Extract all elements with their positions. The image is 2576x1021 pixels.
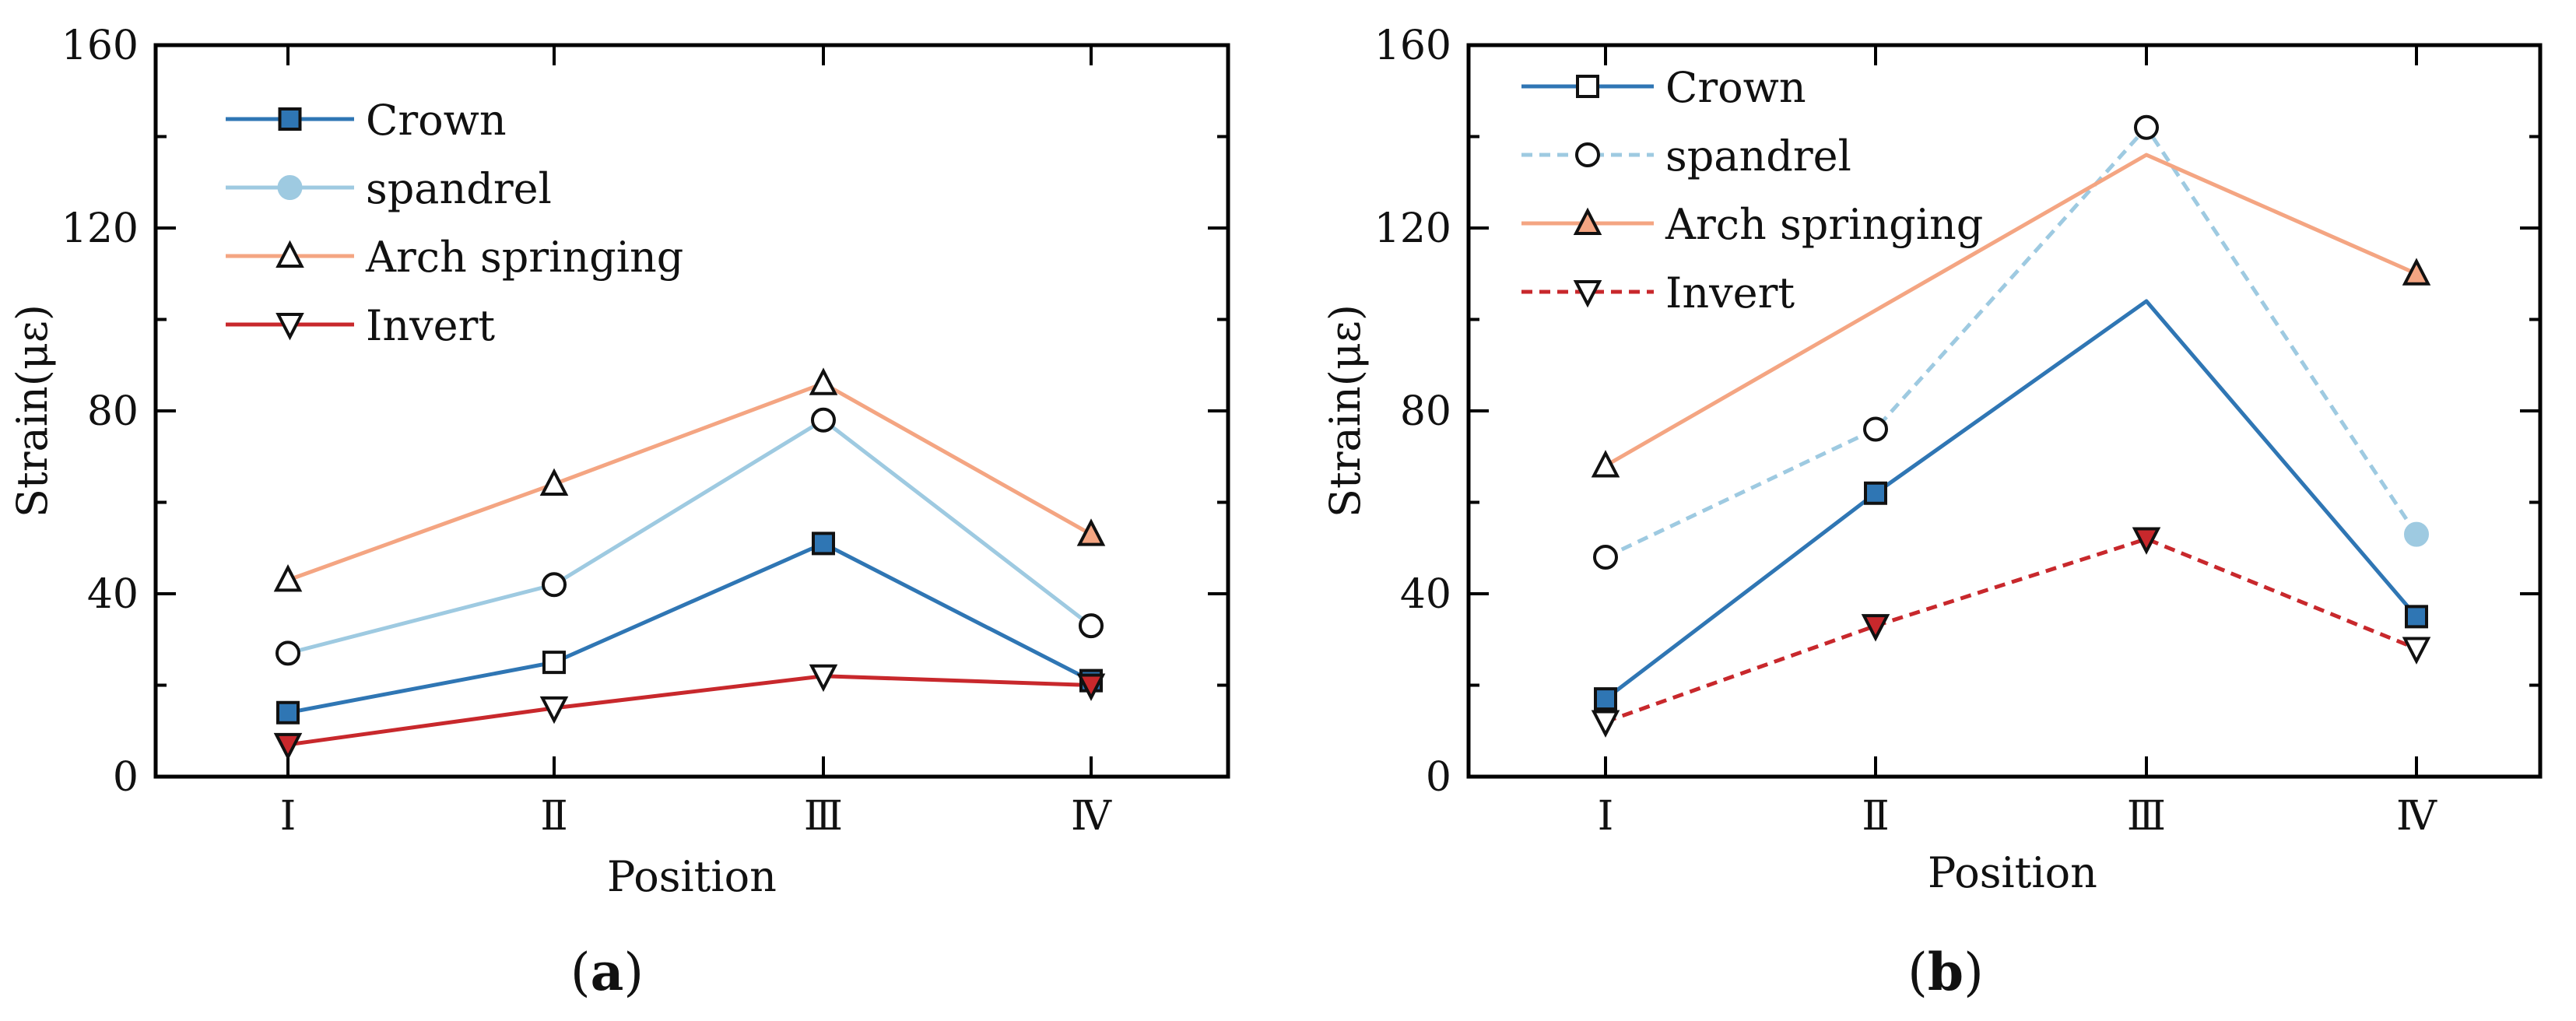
y-axis-title-a: Strain(με) <box>8 304 57 518</box>
x-tick-labels-b: Ⅰ Ⅱ Ⅲ Ⅳ <box>1598 793 2437 840</box>
data-point-invert <box>2402 637 2431 665</box>
data-point-arch-springing <box>809 367 838 395</box>
data-point-invert <box>273 732 303 761</box>
x-tick-label: Ⅲ <box>2127 793 2166 840</box>
y-tick-label: 40 <box>1400 571 1451 618</box>
legend-a: Crown spandrel Arch springing Invert <box>226 96 683 350</box>
data-markers-b <box>1591 114 2431 738</box>
legend-marker <box>1576 75 1599 98</box>
data-point-arch-springing <box>2402 258 2431 286</box>
data-point-spandrel <box>542 572 567 598</box>
y-tick-label: 0 <box>1426 754 1451 801</box>
series-line-crown <box>287 541 1093 715</box>
data-point-spandrel <box>2404 521 2429 547</box>
legend-marker <box>277 175 303 200</box>
series-line-spandrel <box>1604 125 2419 560</box>
data-point-invert <box>539 696 569 725</box>
x-tick-label: Ⅱ <box>540 793 567 840</box>
legend-marker <box>1573 280 1602 308</box>
y-tick-labels-b: 0 40 80 120 160 <box>1374 23 1451 801</box>
y-axis-title-b: Strain(με) <box>1321 304 1370 518</box>
data-point-crown <box>2405 605 2428 629</box>
panel-label-b: b <box>1928 942 1964 1002</box>
data-point-invert <box>2132 527 2161 555</box>
y-tick-label: 160 <box>1374 23 1451 69</box>
data-point-arch-springing <box>1076 518 1106 546</box>
x-tick-label: Ⅳ <box>1071 793 1112 840</box>
legend-marker <box>1575 142 1600 167</box>
x-tick-label: Ⅳ <box>2396 793 2437 840</box>
y-tick-label: 120 <box>61 205 139 252</box>
panel-b: 0 40 80 120 160 Ⅰ Ⅱ Ⅲ Ⅳ Crown spandrel Arch sprin… <box>1321 23 2543 1002</box>
legend-marker <box>275 313 304 341</box>
data-point-crown <box>276 700 300 725</box>
legend-label: Crown <box>366 96 507 145</box>
legend-marker <box>278 107 302 131</box>
x-axis-title-a: Position <box>607 852 777 901</box>
legend-label: spandrel <box>1665 132 1851 181</box>
legend-label: Crown <box>1665 63 1806 112</box>
legend-b: Crown spandrel Arch springing Invert <box>1521 63 1983 318</box>
y-tick-label: 80 <box>1400 388 1451 435</box>
panel-caption-b: (b) <box>1907 942 1984 1002</box>
panel-label-a: a <box>591 942 624 1002</box>
legend-label: spandrel <box>366 164 552 213</box>
legend-marker <box>275 240 304 268</box>
data-point-arch-springing <box>539 468 569 496</box>
legend-label: Arch springing <box>1665 200 1983 249</box>
data-point-spandrel <box>1079 613 1104 639</box>
series-line-crown <box>1604 299 2418 701</box>
data-markers-a <box>273 367 1106 761</box>
data-point-spandrel <box>1593 545 1618 570</box>
x-tick-label: Ⅲ <box>804 793 843 840</box>
y-tick-label: 40 <box>87 571 139 618</box>
data-point-invert <box>1591 710 1620 738</box>
data-point-crown <box>1864 481 1887 505</box>
data-point-invert <box>1076 673 1106 701</box>
y-tick-labels-a: 0 40 80 120 160 <box>61 23 139 801</box>
x-tick-label: Ⅱ <box>1862 793 1889 840</box>
axis-ticks-a <box>156 44 1228 778</box>
x-tick-label: Ⅰ <box>280 793 297 840</box>
legend-marker <box>1573 207 1602 235</box>
data-point-spandrel <box>811 407 836 433</box>
y-tick-label: 0 <box>113 754 139 801</box>
x-tick-labels-a: Ⅰ Ⅱ Ⅲ Ⅳ <box>280 793 1112 840</box>
panel-caption-a: (a) <box>570 942 644 1002</box>
series-line-invert <box>1605 537 2417 724</box>
series-line-arch-springing <box>287 381 1093 582</box>
legend-label: Arch springing <box>365 233 683 282</box>
data-point-invert <box>1861 614 1890 642</box>
y-tick-label: 160 <box>61 23 139 69</box>
legend-label: Invert <box>1665 268 1795 318</box>
series-line-spandrel <box>287 418 1093 655</box>
data-point-crown <box>1594 687 1617 711</box>
y-tick-label: 80 <box>87 388 139 435</box>
data-point-arch-springing <box>273 564 303 592</box>
panel-a: 0 40 80 120 160 Ⅰ Ⅱ Ⅲ Ⅳ Crown spandrel Arch sprin… <box>8 23 1230 1002</box>
x-axis-title-b: Position <box>1928 848 2097 897</box>
data-point-spandrel <box>1863 416 1888 442</box>
data-point-arch-springing <box>1591 450 1620 478</box>
series-lines-b <box>1604 125 2419 724</box>
series-line-invert <box>287 674 1092 747</box>
legend-label: Invert <box>366 301 495 350</box>
y-tick-label: 120 <box>1374 205 1451 252</box>
data-point-crown <box>812 532 835 556</box>
data-point-crown <box>542 651 566 675</box>
series-lines-a <box>287 381 1093 747</box>
x-tick-label: Ⅰ <box>1598 793 1614 840</box>
data-point-spandrel <box>2134 114 2159 140</box>
axis-ticks-b <box>1469 44 2540 778</box>
data-point-invert <box>809 664 838 693</box>
series-line-arch-springing <box>1604 153 2418 468</box>
data-point-spandrel <box>275 640 300 666</box>
